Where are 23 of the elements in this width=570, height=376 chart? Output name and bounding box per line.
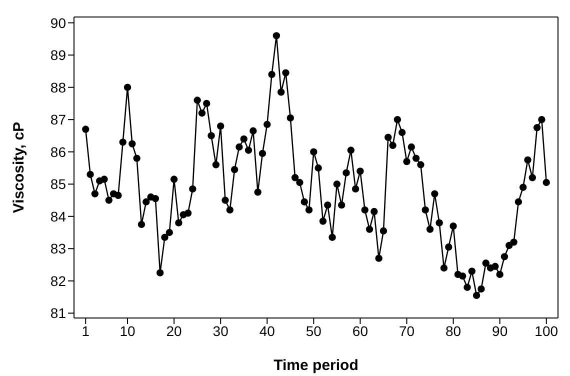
x-axis-title: Time period bbox=[274, 357, 358, 374]
y-tick-label: 81 bbox=[50, 305, 66, 322]
x-tick-label: 1 bbox=[82, 322, 90, 339]
y-tick-label: 89 bbox=[50, 47, 66, 64]
y-tick-label: 86 bbox=[50, 144, 66, 160]
x-tick-label: 70 bbox=[398, 322, 415, 339]
y-tick-label: 85 bbox=[50, 176, 66, 192]
x-tick-label: 10 bbox=[120, 322, 136, 339]
x-tick-label: 20 bbox=[166, 322, 182, 339]
x-tick-label: 90 bbox=[492, 322, 508, 339]
y-tick-label: 84 bbox=[50, 208, 66, 224]
x-tick-label: 100 bbox=[534, 322, 558, 339]
y-tick-label: 82 bbox=[50, 272, 66, 289]
y-tick-label: 90 bbox=[50, 14, 66, 31]
x-tick-label: 80 bbox=[446, 322, 462, 339]
x-tick-label: 50 bbox=[306, 322, 322, 339]
y-tick-label: 88 bbox=[50, 79, 66, 96]
x-tick-label: 30 bbox=[212, 322, 229, 339]
y-tick-label: 87 bbox=[50, 112, 66, 128]
y-tick-label: 83 bbox=[50, 240, 66, 257]
y-axis-title: Viscosity, cP bbox=[10, 122, 28, 214]
x-tick-label: 60 bbox=[352, 322, 368, 339]
x-tick-label: 40 bbox=[259, 322, 276, 339]
